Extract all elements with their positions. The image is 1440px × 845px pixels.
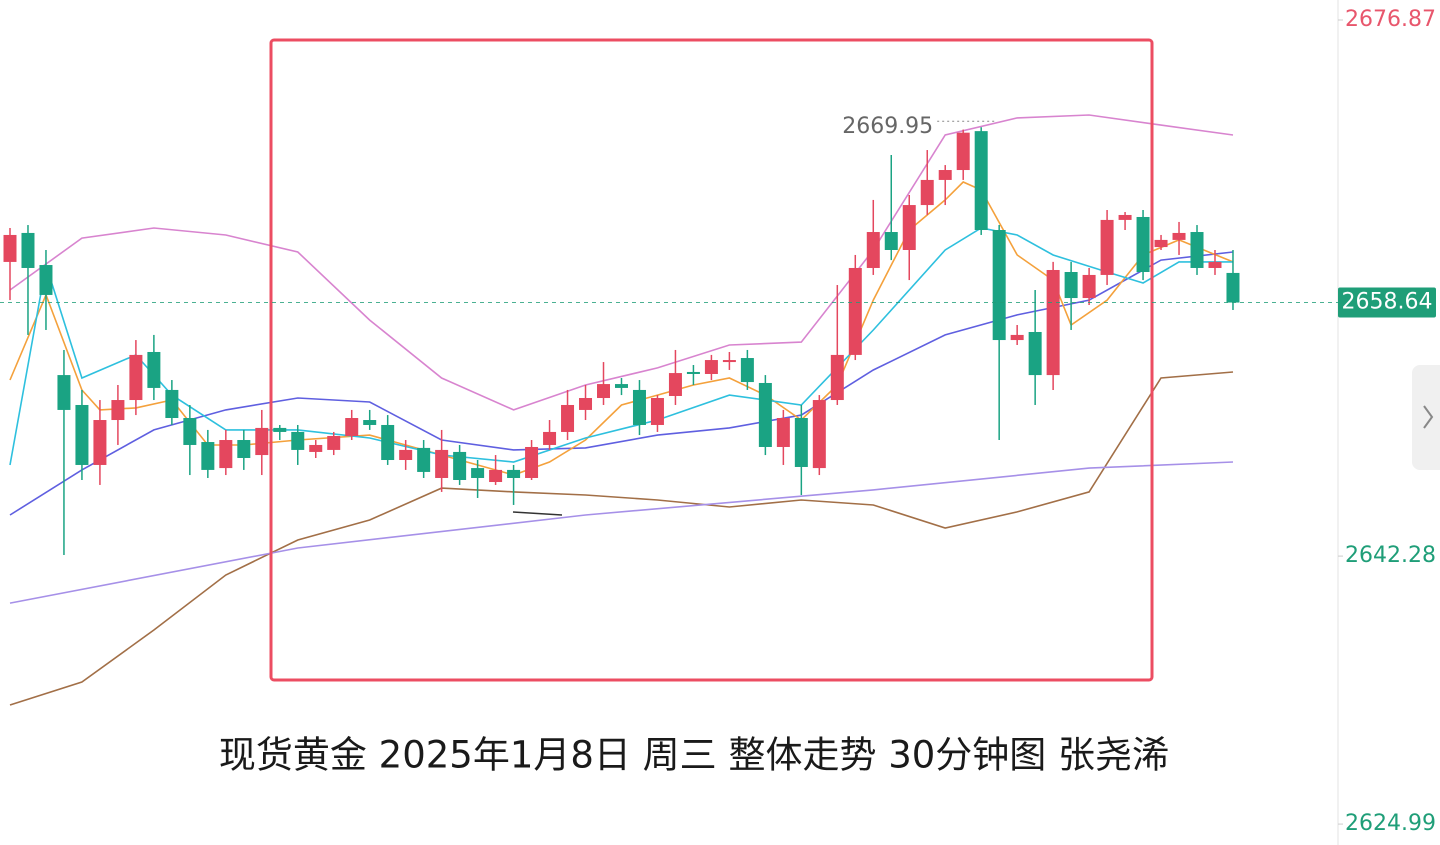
last-price-label: 2658.64 — [1342, 290, 1433, 315]
candle-body — [21, 232, 35, 268]
candle-body — [632, 389, 646, 425]
candle-body — [273, 427, 287, 432]
candle-body — [1100, 219, 1114, 275]
candle-body — [345, 418, 359, 436]
y-tick-label: 2676.87 — [1345, 7, 1436, 32]
candle-body — [525, 446, 539, 478]
candle-body — [327, 435, 341, 450]
candle-body — [435, 449, 449, 478]
candle-body — [812, 400, 826, 469]
candle-body — [471, 468, 485, 478]
candle-body — [489, 469, 503, 483]
candle-body — [686, 371, 700, 374]
candle-body — [1172, 232, 1186, 240]
candle-body — [956, 132, 970, 171]
candle-body — [704, 360, 718, 374]
candle-body — [920, 179, 934, 206]
candle-body — [165, 389, 179, 419]
candle-body — [1190, 232, 1204, 268]
candle-body — [57, 375, 71, 410]
candle-body — [147, 351, 161, 388]
candle-body — [255, 427, 269, 456]
candle-body — [1082, 274, 1096, 299]
candle-body — [1154, 239, 1168, 248]
candle-body — [974, 131, 988, 231]
indicator-line — [9, 181, 1234, 476]
candle-body — [363, 420, 377, 425]
candle-body — [543, 431, 557, 445]
low-marker — [512, 511, 563, 516]
candle-body — [740, 358, 754, 383]
candle-body — [507, 469, 521, 478]
candle-body — [597, 384, 611, 399]
candle-body — [201, 442, 215, 470]
candle-body — [668, 373, 682, 396]
candle-body — [938, 170, 952, 180]
candle-body — [992, 230, 1006, 341]
candle-body — [183, 418, 197, 445]
candle-body — [614, 384, 628, 388]
indicator-line — [9, 251, 1234, 516]
candle-body — [3, 234, 17, 262]
candle-body — [1028, 331, 1042, 376]
last-price-tag — [1338, 287, 1436, 318]
candle-body — [758, 382, 772, 447]
candle-body — [561, 404, 575, 432]
candle-body — [309, 444, 323, 452]
indicator-line — [9, 114, 1234, 411]
highlight-box — [269, 38, 1154, 682]
candle-body — [1208, 261, 1222, 268]
candle-body — [866, 232, 880, 268]
candle-body — [399, 449, 413, 461]
candle-body — [75, 404, 89, 465]
candle-body — [902, 205, 916, 250]
candle-body — [381, 424, 395, 461]
candle-body — [453, 451, 467, 481]
chart-title: 现货黄金 2025年1月8日 周三 整体走势 30分钟图 张尧浠 — [219, 734, 1169, 777]
indicator-line — [9, 371, 1234, 706]
candle-body — [722, 360, 736, 363]
candle-body — [776, 418, 790, 447]
candle-body — [848, 267, 862, 355]
candle-body — [1226, 272, 1240, 303]
high-label: 2669.95 — [842, 114, 933, 139]
candle-body — [93, 420, 107, 465]
candle-body — [1046, 269, 1060, 376]
candle-body — [884, 232, 898, 250]
y-tick-label: 2624.99 — [1345, 811, 1436, 836]
candle-body — [237, 440, 251, 458]
candle-body — [291, 431, 305, 450]
candle-body — [219, 440, 233, 469]
candle-body — [1010, 334, 1024, 341]
indicator-line — [9, 461, 1234, 604]
candles — [3, 127, 1240, 556]
candle-body — [1136, 216, 1150, 273]
indicator-lines — [9, 114, 1234, 706]
chevron-icon — [1423, 405, 1434, 429]
candle-body — [1064, 272, 1078, 299]
candle-body — [129, 354, 143, 401]
candle-body — [417, 447, 431, 472]
candle-body — [39, 265, 53, 295]
candle-body — [1118, 214, 1132, 220]
y-axis: 2676.87 2642.28 2624.99 — [1338, 7, 1436, 836]
y-tick-label: 2642.28 — [1345, 543, 1436, 568]
candle-body — [830, 354, 844, 401]
candle-body — [111, 400, 125, 421]
side-panel-toggle[interactable] — [1412, 365, 1440, 470]
candle-body — [794, 418, 808, 467]
candle-body — [579, 398, 593, 410]
candle-body — [650, 398, 664, 425]
